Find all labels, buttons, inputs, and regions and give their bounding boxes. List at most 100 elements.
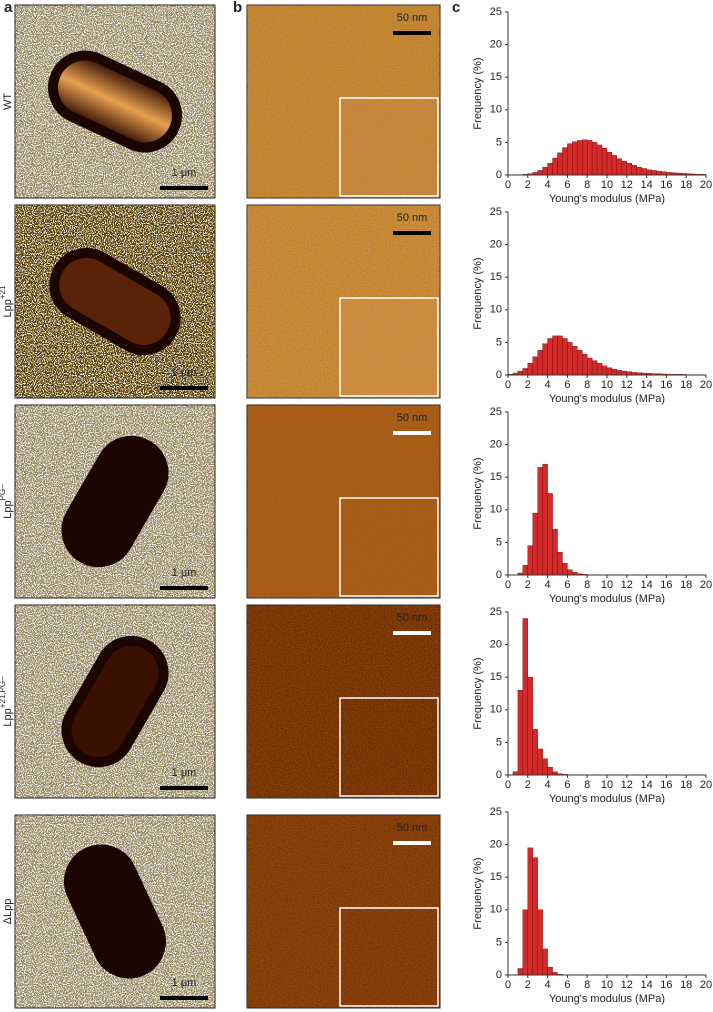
bar [552, 335, 558, 376]
bar [587, 140, 593, 176]
y-tick-label: 10 [490, 704, 502, 716]
x-tick-label: 14 [640, 179, 652, 191]
panel-letter: c [452, 0, 460, 16]
x-tick-label: 2 [525, 179, 531, 191]
x-tick-label: 0 [505, 579, 511, 591]
bar [542, 948, 548, 976]
bar [552, 529, 558, 576]
x-tick-label: 4 [545, 779, 551, 791]
x-tick-label: 10 [601, 579, 613, 591]
bar [532, 512, 538, 576]
x-tick-label: 0 [505, 779, 511, 791]
y-tick-label: 15 [490, 671, 502, 683]
panel-letter: b [233, 0, 242, 16]
bar [621, 370, 627, 376]
x-tick-label: 20 [700, 379, 712, 391]
x-tick-label: 18 [680, 179, 692, 191]
inset-texture [341, 299, 437, 395]
bar [527, 545, 533, 576]
scale-label: 50 nm [397, 212, 428, 224]
x-tick-label: 0 [505, 379, 511, 391]
row-label: Lpp+21 [0, 285, 14, 317]
bar [596, 144, 603, 176]
x-tick-label: 4 [545, 379, 551, 391]
bar [537, 170, 543, 176]
bar [542, 758, 548, 776]
bacterium [61, 435, 169, 568]
y-tick-label: 15 [490, 871, 502, 883]
x-tick-label: 6 [564, 779, 570, 791]
x-tick-label: 16 [660, 179, 672, 191]
bar [522, 909, 528, 976]
x-tick-label: 18 [680, 379, 692, 391]
row-label: LppPG– [0, 484, 14, 519]
scale-label: 1 μm [172, 567, 197, 579]
x-axis-label: Young's modulus (MPa) [549, 393, 665, 405]
x-tick-label: 16 [660, 979, 672, 991]
bar [522, 368, 528, 376]
y-tick-label: 0 [496, 369, 502, 381]
bar [557, 152, 563, 176]
bar [631, 165, 637, 176]
bar [522, 565, 528, 576]
row-label-sup: +21 [0, 285, 7, 299]
row-label-base: Lpp [2, 299, 14, 317]
bar [582, 353, 588, 376]
x-tick-label: 2 [525, 779, 531, 791]
x-tick-label: 8 [584, 179, 590, 191]
x-tick-label: 6 [564, 579, 570, 591]
x-tick-label: 2 [525, 379, 531, 391]
x-tick-label: 12 [621, 179, 633, 191]
row-label-base: Lpp [2, 708, 14, 726]
y-tick-label: 10 [490, 104, 502, 116]
bar [557, 335, 563, 376]
inset-texture [341, 499, 437, 595]
bar [542, 166, 548, 176]
x-tick-label: 4 [545, 979, 551, 991]
y-axis-label: Frequency (%) [472, 457, 484, 529]
x-tick-label: 18 [680, 579, 692, 591]
bar [562, 147, 568, 176]
bacterium [48, 50, 182, 153]
bar [572, 141, 578, 176]
bar [567, 569, 573, 576]
inset-texture [341, 909, 437, 1005]
y-tick-label: 20 [490, 239, 502, 251]
bar [596, 363, 603, 376]
bar [537, 909, 543, 976]
bar [542, 343, 548, 376]
y-tick-label: 20 [490, 39, 502, 51]
bar [601, 148, 608, 176]
bar [517, 370, 524, 376]
row-label-base: ΔLpp [2, 899, 14, 925]
bar [552, 157, 558, 176]
x-tick-label: 18 [680, 779, 692, 791]
y-axis-label: Frequency (%) [472, 657, 484, 729]
bar [611, 155, 618, 176]
bar [646, 169, 652, 176]
row-label: WT [2, 93, 14, 110]
bar [577, 140, 583, 176]
bar [522, 618, 528, 776]
x-tick-label: 10 [601, 779, 613, 791]
y-tick-label: 10 [490, 904, 502, 916]
x-tick-label: 20 [700, 979, 712, 991]
bar [547, 338, 553, 376]
y-tick-label: 15 [490, 71, 502, 83]
panel-letter: a [4, 0, 13, 16]
bar [557, 551, 563, 576]
bar [567, 143, 573, 176]
y-tick-label: 5 [496, 136, 502, 148]
y-axis-label: Frequency (%) [472, 57, 484, 129]
scale-label: 1 μm [172, 367, 197, 379]
bar [606, 151, 613, 176]
bar [562, 338, 568, 376]
x-axis-label: Young's modulus (MPa) [549, 193, 665, 205]
x-axis-label: Young's modulus (MPa) [549, 793, 665, 805]
x-tick-label: 4 [545, 179, 551, 191]
bar [577, 350, 583, 376]
scale-label: 50 nm [397, 822, 428, 834]
bar [572, 346, 578, 376]
y-tick-label: 10 [490, 504, 502, 516]
